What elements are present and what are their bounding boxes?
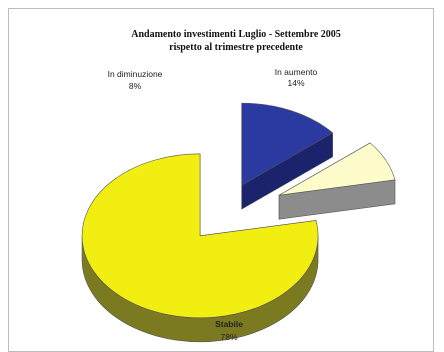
label-in-aumento: In aumento xyxy=(275,67,318,77)
label-stabile: Stabile xyxy=(215,319,243,329)
chart-title: Andamento investimenti Luglio - Settembr… xyxy=(131,29,341,53)
label-in-diminuzione: In diminuzione xyxy=(108,69,163,79)
slice-in-diminuzione-top xyxy=(278,142,396,196)
slice-labels: In aumento 14% In diminuzione 8% Stabile… xyxy=(108,67,318,342)
pct-in-aumento: 14% xyxy=(287,78,304,88)
slice-in-aumento xyxy=(241,102,334,210)
slice-stabile-top xyxy=(81,153,319,319)
slices-layer xyxy=(81,102,396,343)
slice-in-diminuzione xyxy=(278,142,396,220)
pct-in-diminuzione: 8% xyxy=(129,81,142,91)
pct-stabile: 78% xyxy=(220,332,237,342)
slice-stabile xyxy=(81,153,319,343)
chart-title-line2: rispetto al trimestre precedente xyxy=(169,42,303,53)
slice-in-aumento-top xyxy=(241,102,334,186)
chart-title-line1: Andamento investimenti Luglio - Settembr… xyxy=(131,29,341,40)
